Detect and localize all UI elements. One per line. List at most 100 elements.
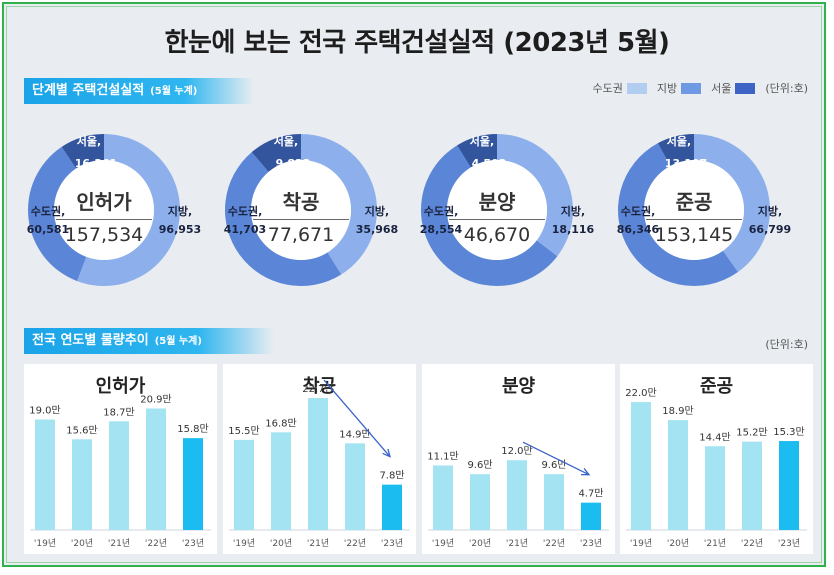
bar-chart: 11.1만 '19년 9.6만 '20년 12.0만 '21년 9.6만 '22년 4.7만 '2… bbox=[427, 441, 609, 549]
donut-local-label: 지방, bbox=[364, 205, 390, 218]
bar bbox=[183, 438, 203, 530]
donut-segment-local bbox=[497, 134, 573, 257]
legend-seoul-label: 서울 bbox=[711, 82, 732, 95]
legend-capital-label: 수도권 bbox=[592, 82, 623, 95]
bar bbox=[668, 420, 688, 530]
legend-local-label: 지방 bbox=[656, 82, 678, 95]
donut-center: 준공 153,145 bbox=[646, 186, 742, 246]
donut-capital-value: 41,703 bbox=[223, 223, 267, 236]
donut-capital-label: 수도권, bbox=[227, 205, 263, 218]
donut-seoul-value: 9,823 bbox=[275, 157, 311, 170]
donut-seoul-value: 16,361 bbox=[74, 157, 118, 170]
donut-charts bbox=[27, 134, 770, 287]
bar-value-label: 12.0만 bbox=[501, 445, 532, 457]
bar bbox=[742, 441, 762, 530]
donut-segment-capital bbox=[27, 146, 87, 282]
category-label: '23년 bbox=[381, 538, 403, 549]
donut-local-value: 18,116 bbox=[551, 223, 595, 236]
category-label: '21년 bbox=[506, 538, 528, 549]
donut-segment-capital bbox=[421, 145, 558, 287]
bar-panel: 착공 15.5만 '19년 16.8만 '20년 22.7만 '21년 14.9만 '22년 7.… bbox=[223, 364, 416, 554]
bar-value-label: 9.6만 bbox=[541, 459, 566, 471]
donut-segment-seoul bbox=[61, 134, 104, 169]
bar-value-label: 22.7만 bbox=[302, 383, 333, 395]
bar-panel-title: 분양 bbox=[501, 376, 536, 397]
bar bbox=[72, 439, 92, 530]
donut-capital-value: 60,581 bbox=[26, 223, 70, 236]
bar bbox=[146, 408, 166, 530]
donut-total-value: 77,671 bbox=[267, 224, 335, 246]
donut-seoul-label: 서울, bbox=[469, 135, 495, 148]
donut-total-value: 153,145 bbox=[654, 224, 734, 246]
trend-arrow bbox=[522, 441, 590, 476]
bar bbox=[470, 474, 490, 530]
category-label: '19년 bbox=[432, 538, 454, 549]
legend-unit: (단위:호) bbox=[765, 82, 808, 95]
bar bbox=[234, 439, 254, 530]
bar-chart: 22.0만 '19년 18.9만 '20년 14.4만 '21년 15.2만 '22년 15.3… bbox=[625, 387, 807, 549]
category-label: '20년 bbox=[71, 538, 93, 549]
page-title: 한눈에 보는 전국 주택건설실적 (2023년 5월) bbox=[164, 28, 670, 58]
bar-value-label: 7.8만 bbox=[379, 470, 404, 482]
donut-center: 착공 77,671 bbox=[253, 186, 349, 246]
category-label: '22년 bbox=[543, 538, 565, 549]
bar-panel: 분양 11.1만 '19년 9.6만 '20년 12.0만 '21년 9.6만 '22년 4.7만… bbox=[422, 364, 615, 554]
legend-local-swatch bbox=[681, 82, 702, 94]
category-label: '22년 bbox=[145, 538, 167, 549]
bar-value-label: 18.9만 bbox=[662, 405, 693, 417]
bar-chart: 19.0만 '19년 15.6만 '20년 18.7만 '21년 20.9만 '22년 15.8… bbox=[29, 393, 211, 549]
donut-local-value: 35,968 bbox=[355, 223, 399, 236]
bar-value-label: 16.8만 bbox=[265, 417, 296, 429]
bar bbox=[581, 502, 601, 530]
bar-panel-title: 착공 bbox=[302, 376, 337, 397]
bar bbox=[271, 432, 291, 530]
donut-seoul-label: 서울, bbox=[273, 135, 299, 148]
donut-hole bbox=[447, 160, 547, 260]
donut-local-value: 96,953 bbox=[158, 223, 202, 236]
bar-panel-title: 준공 bbox=[699, 376, 734, 397]
donut-segment-local bbox=[77, 134, 180, 286]
category-label: '20년 bbox=[469, 538, 491, 549]
bar-value-label: 9.6만 bbox=[467, 459, 492, 471]
category-label: '19년 bbox=[630, 538, 652, 549]
category-label: '19년 bbox=[34, 538, 56, 549]
bar bbox=[779, 441, 799, 530]
bar bbox=[35, 419, 55, 530]
donut-total-value: 157,534 bbox=[64, 224, 144, 246]
legend-seoul-swatch bbox=[735, 82, 756, 94]
section-header-sub: (5월 누계) bbox=[154, 336, 202, 347]
donut-stage-name: 인허가 bbox=[56, 186, 152, 220]
category-label: '22년 bbox=[741, 538, 763, 549]
section-header-sub: (5월 누계) bbox=[150, 86, 198, 97]
bar bbox=[544, 474, 564, 530]
donut-center: 분양 46,670 bbox=[449, 186, 545, 246]
donut-seoul-value: 13,107 bbox=[664, 157, 708, 170]
section-header-stages: 단계별 주택건설실적 (5월 누계) bbox=[24, 78, 254, 104]
section-header-label: 단계별 주택건설실적 bbox=[32, 83, 145, 98]
donut-segment-capital bbox=[617, 143, 738, 287]
bar-value-label: 15.3만 bbox=[773, 426, 804, 438]
donut-total-value: 46,670 bbox=[463, 224, 531, 246]
category-label: '22년 bbox=[344, 538, 366, 549]
donut-capital-value: 28,554 bbox=[419, 223, 463, 236]
donut-segment-seoul bbox=[251, 134, 301, 172]
bar bbox=[705, 446, 725, 530]
bar-value-label: 15.6만 bbox=[66, 424, 97, 436]
donut-capital-label: 수도권, bbox=[30, 205, 66, 218]
donut-stage-name: 착공 bbox=[253, 186, 349, 220]
bar-value-label: 14.4만 bbox=[699, 431, 730, 443]
category-label: '21년 bbox=[108, 538, 130, 549]
category-label: '19년 bbox=[233, 538, 255, 549]
legend-capital-swatch bbox=[626, 82, 647, 94]
bar-chart: 15.5만 '19년 16.8만 '20년 22.7만 '21년 14.9만 '22년 7.8만… bbox=[228, 379, 410, 549]
bar-value-label: 22.0만 bbox=[625, 387, 656, 399]
trend-unit: (단위:호) bbox=[765, 338, 808, 351]
bar-value-label: 15.2만 bbox=[736, 427, 767, 439]
bar bbox=[308, 398, 328, 530]
donut-local-label: 지방, bbox=[757, 205, 783, 218]
donut-capital-value: 86,346 bbox=[616, 223, 660, 236]
donut-center: 인허가 157,534 bbox=[56, 186, 152, 246]
category-label: '23년 bbox=[580, 538, 602, 549]
category-label: '23년 bbox=[182, 538, 204, 549]
bar bbox=[382, 484, 402, 530]
